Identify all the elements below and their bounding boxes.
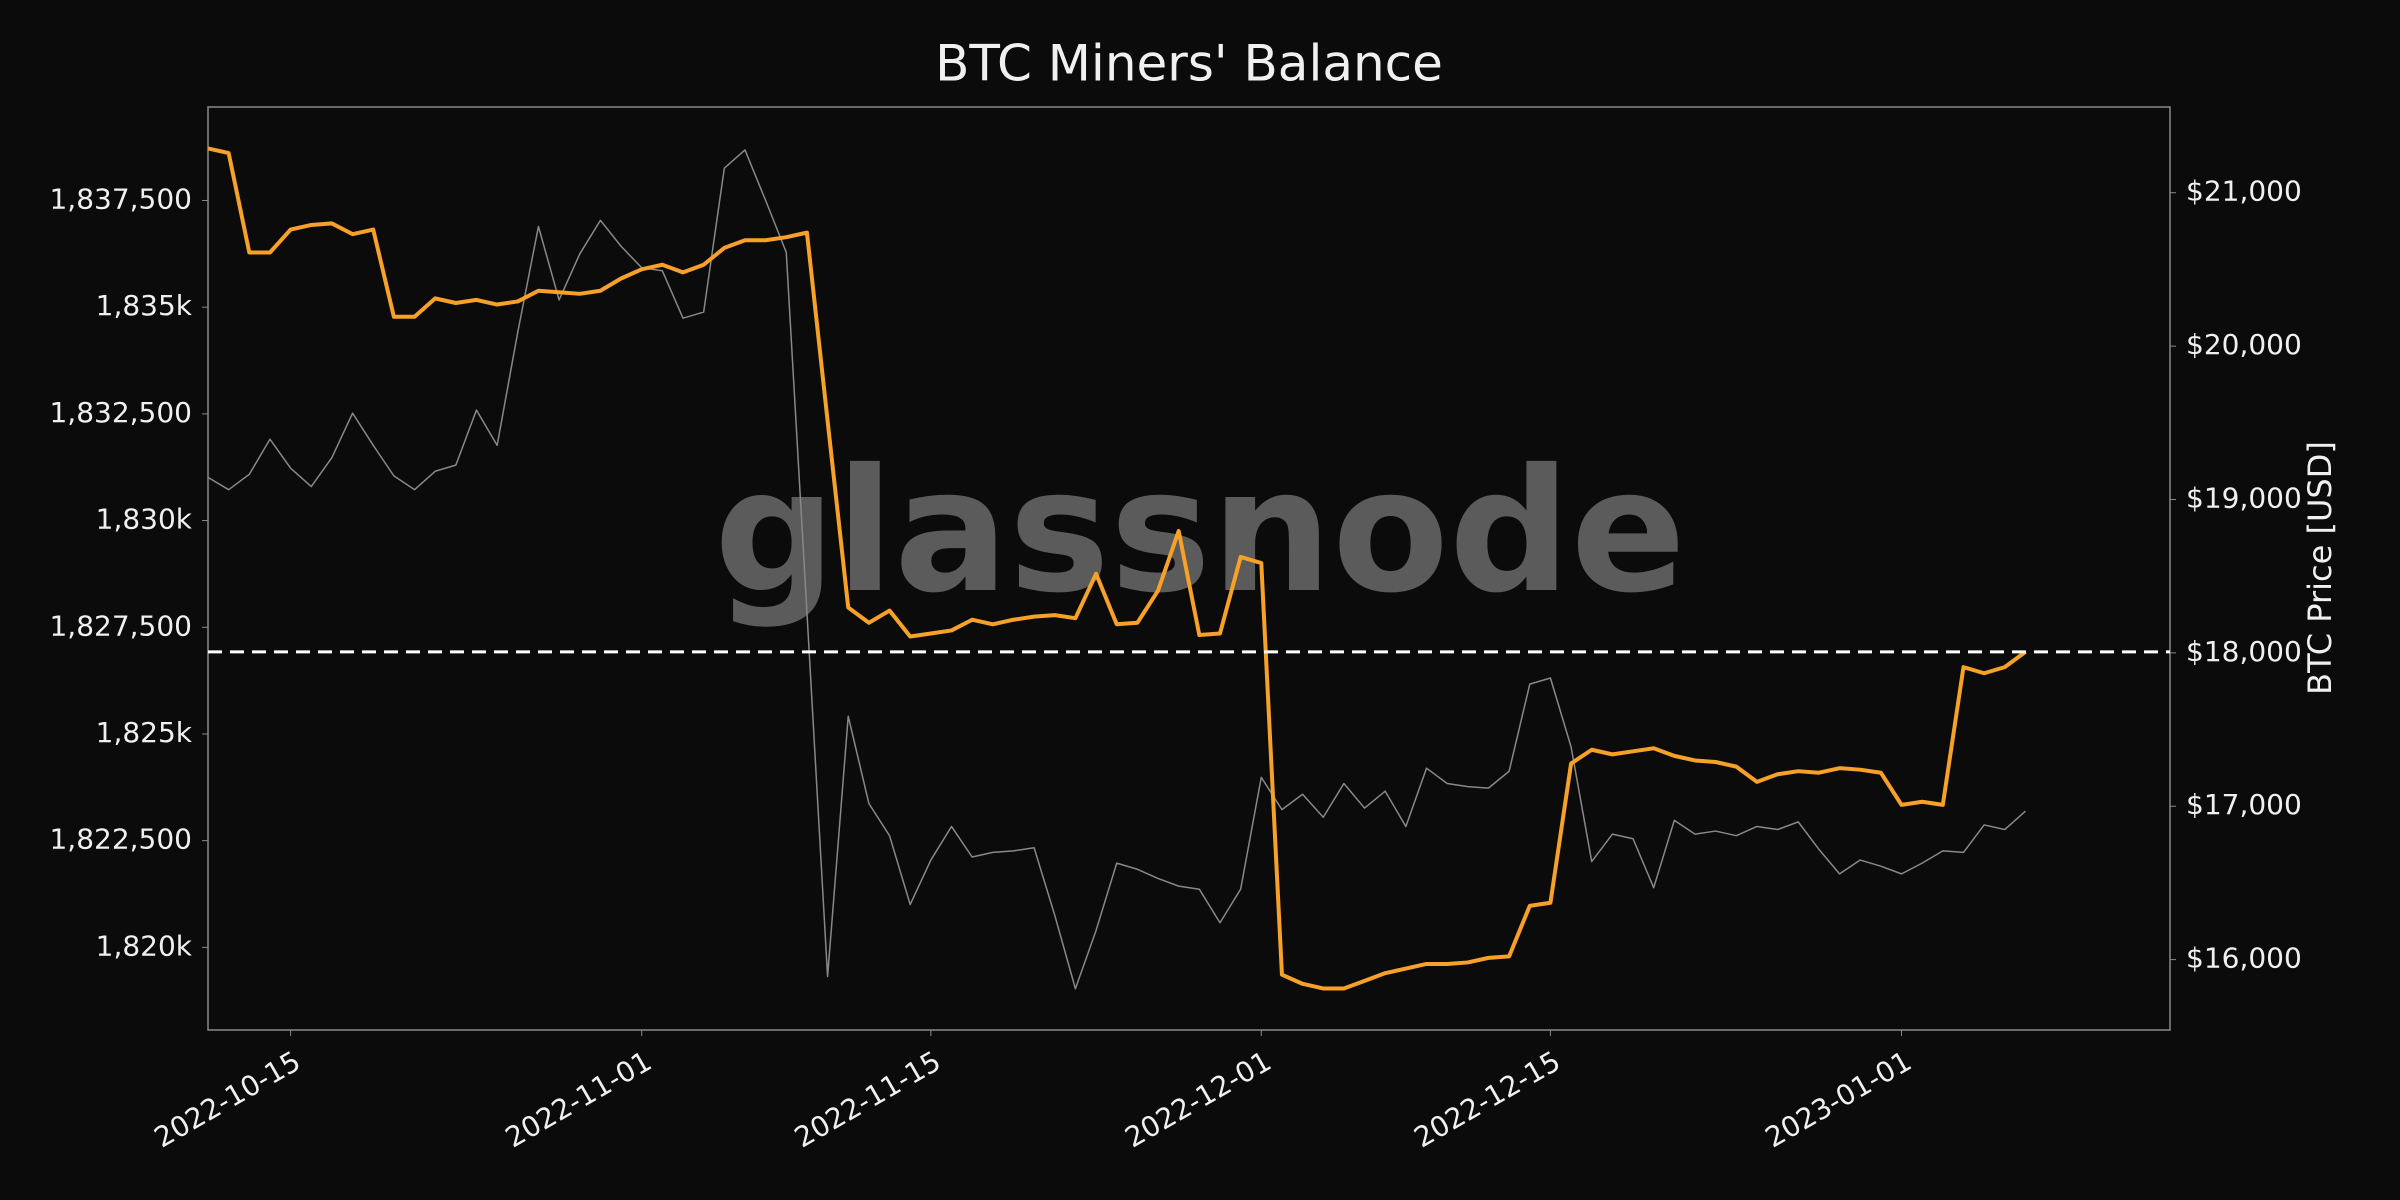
y2-tick-label: $21,000 <box>2186 175 2302 208</box>
price-line <box>207 149 2026 990</box>
y-tick-label: 1,822,500 <box>49 823 192 856</box>
y2-tick-label: $20,000 <box>2186 328 2302 361</box>
y2-axis-label: BTC Price [USD] <box>2301 441 2339 695</box>
watermark: glassnode <box>714 433 1686 631</box>
chart-title: BTC Miners' Balance <box>935 35 1443 93</box>
y-tick-label: 1,837,500 <box>49 182 192 215</box>
y2-tick-label: $19,000 <box>2186 481 2302 514</box>
y-tick-label: 1,820k <box>96 929 193 962</box>
y-tick-label: 1,835k <box>96 289 193 322</box>
y-tick-label: 1,830k <box>96 503 193 536</box>
y-tick-label: 1,827,500 <box>49 609 192 642</box>
balance-line <box>207 146 2027 991</box>
y2-tick-label: $16,000 <box>2186 942 2302 975</box>
y2-tick-label: $18,000 <box>2186 635 2302 668</box>
y2-tick-label: $17,000 <box>2186 788 2302 821</box>
plot-frame <box>207 106 2171 1031</box>
y-tick-label: 1,825k <box>96 716 193 749</box>
y-tick-label: 1,832,500 <box>49 396 192 429</box>
